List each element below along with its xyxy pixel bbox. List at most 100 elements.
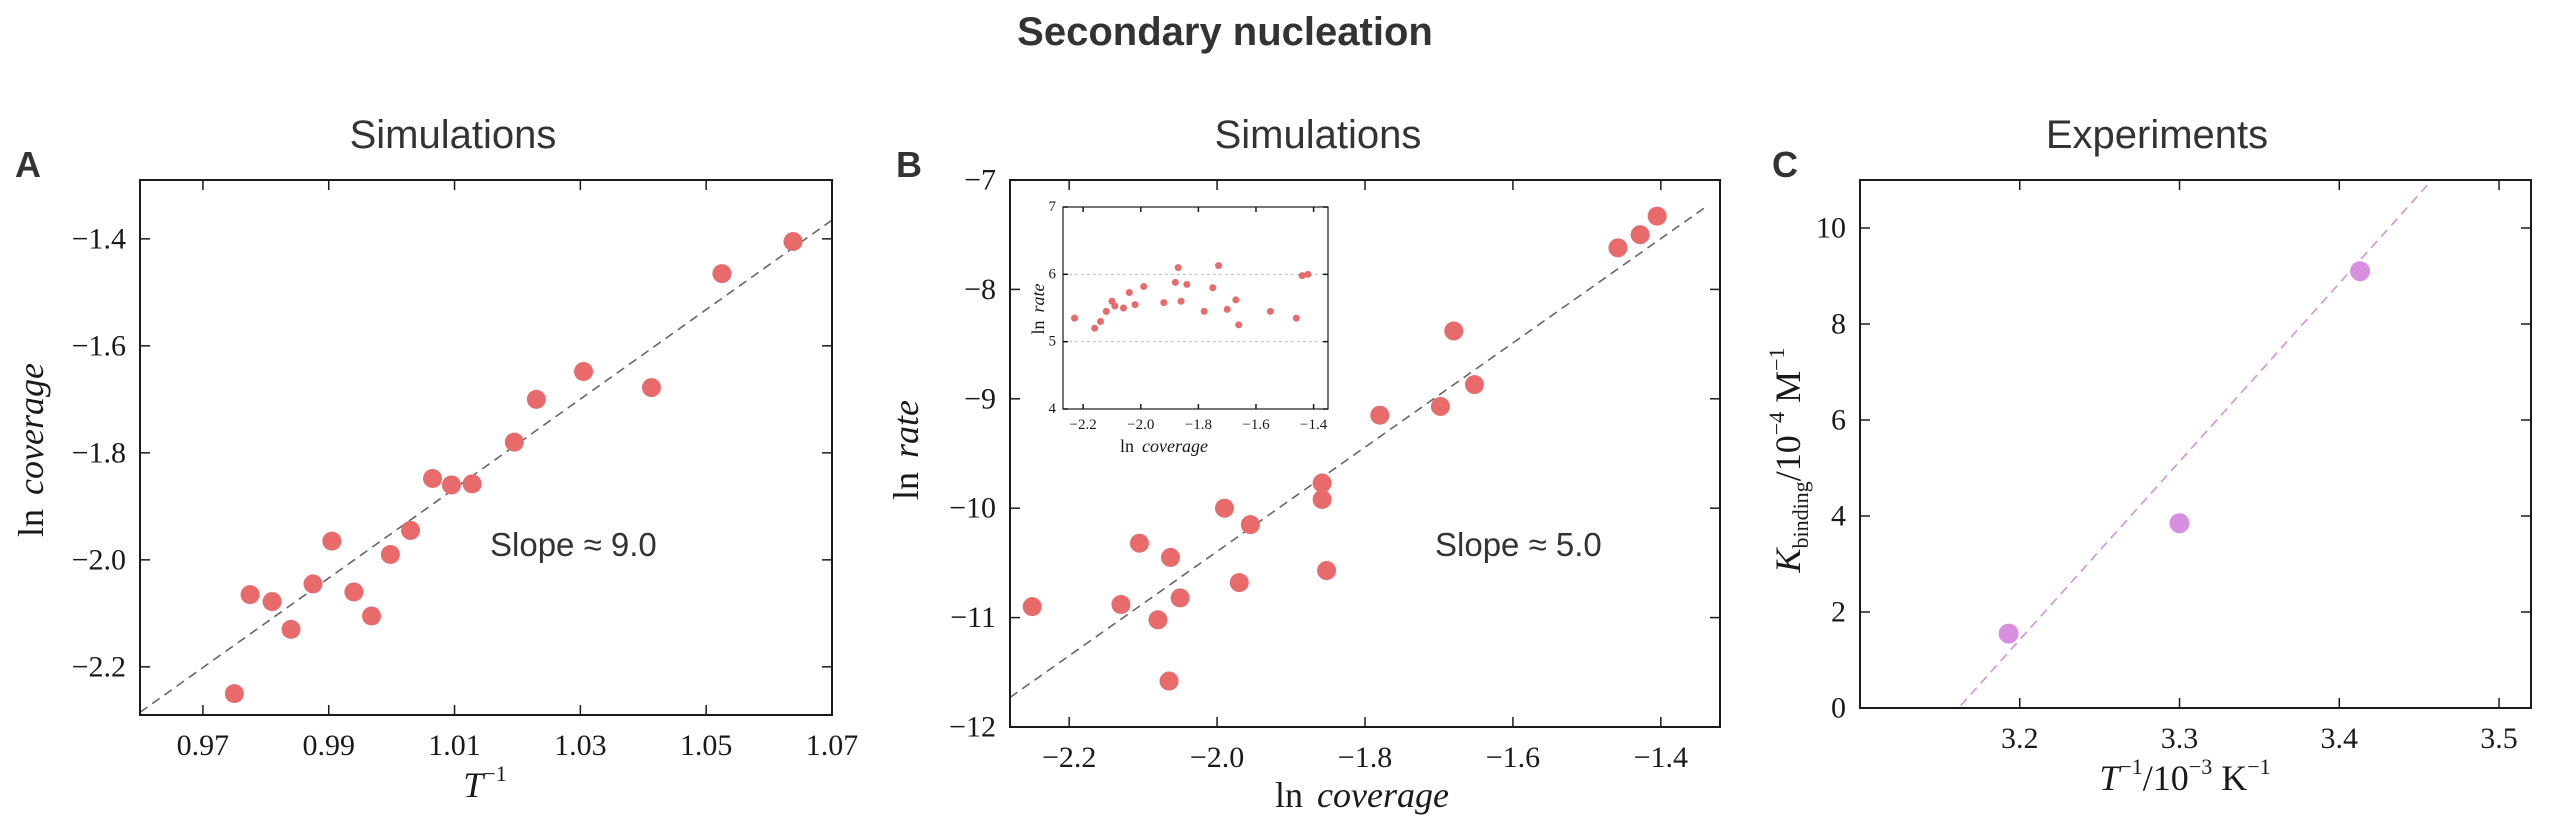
panel-a: A Simulations Slope ≈ 9.0 T−1 ln coverage… (11, 113, 858, 805)
panel-binset-data-point (1125, 289, 1133, 297)
panel-c-y-tick-label: 0 (1831, 692, 1846, 725)
panel-b-x-tick-label: −2.2 (1042, 741, 1096, 774)
panel-b-y-tick-label: −9 (964, 382, 996, 415)
panel-a-y-label: ln coverage (11, 363, 51, 537)
panel-b-data-point (1129, 533, 1149, 553)
panel-c-y-label-unit: M (1768, 371, 1808, 412)
panel-b-data-point (1229, 573, 1249, 593)
panel-binset-data-point (1223, 305, 1231, 313)
panel-c-y-label: Kbinding/10−4 M−1 (1764, 347, 1813, 573)
panel-label-c: C (1772, 144, 1798, 185)
panel-b-data-point (1170, 588, 1190, 608)
panel-a-data-point (783, 232, 803, 252)
panel-c-axes-frame (1859, 179, 2532, 709)
panel-binset-data-point (1174, 264, 1182, 272)
panel-c-x-label-sup: −1 (2119, 754, 2142, 779)
panel-binset-x-tick-label: −2.2 (1070, 417, 1097, 433)
panel-c-data-point (2169, 513, 2190, 534)
panel-b-data-point (1444, 321, 1464, 341)
panel-a-y-label-pre: ln (11, 509, 51, 537)
panel-binset-x-tick-label: −1.8 (1185, 417, 1212, 433)
panel-binset-data-point (1298, 272, 1306, 280)
panel-c-x-tick-label: 3.5 (2480, 722, 2518, 755)
figure-title: Secondary nucleation (1017, 10, 1433, 54)
panel-binset-data-point (1131, 301, 1139, 309)
panel-b-data-point (1111, 594, 1131, 614)
panel-binset-data-point (1096, 317, 1104, 325)
panel-label-b: B (896, 144, 922, 185)
panel-binset-data-point (1091, 324, 1099, 332)
panel-c-x-label: T−1/10−3 K−1 (2099, 754, 2270, 798)
panel-a-x-tick-label: 0.97 (177, 729, 230, 762)
panel-b-y-tick-label: −8 (964, 273, 996, 306)
panel-a-x-tick-label: 0.99 (302, 729, 355, 762)
panel-b-x-tick-label: −2.0 (1190, 741, 1244, 774)
panel-c-y-label-sup2: −1 (1764, 347, 1789, 370)
panel-b-title: Simulations (1215, 113, 1422, 157)
panel-b-inset-x-label: ln coverage (1120, 436, 1208, 456)
panel-a-data-point (262, 592, 282, 612)
panel-b-data-point (1630, 225, 1650, 245)
panel-c-y-tick-label: 2 (1831, 596, 1846, 629)
panel-binset-data-point (1102, 307, 1110, 315)
panel-b-x-label-var: coverage (1317, 775, 1449, 815)
panel-c-y-tick-label: 10 (1816, 212, 1846, 245)
panel-a-x-tick-label: 1.07 (806, 729, 859, 762)
panel-binset-data-point (1071, 314, 1079, 322)
panel-b-data-point (1159, 671, 1179, 691)
panel-binset-y-tick-label: 4 (1049, 401, 1057, 417)
panel-b-data-point (1148, 610, 1168, 630)
panel-a-data-point (462, 474, 482, 494)
panel-b-y-label: ln rate (886, 400, 926, 500)
panel-a-y-tick-label: −1.4 (72, 222, 126, 255)
panel-b-inset-y-label-var: rate (1028, 283, 1048, 312)
panel-b-fit-line (1010, 206, 1706, 699)
panel-a-data-point (380, 545, 400, 564)
panel-a-data-point (240, 585, 260, 605)
panel-c-data-point (1998, 623, 2019, 644)
panel-binset-data-point (1119, 304, 1127, 312)
panel-c-y-label-sup: −4 (1764, 412, 1789, 435)
panel-binset-data-point (1304, 270, 1312, 278)
panel-a-data-point (224, 684, 244, 704)
panel-a-y-tick-label: −1.6 (72, 329, 126, 362)
panel-binset-y-tick-label: 5 (1049, 334, 1057, 350)
panel-a-data-point (401, 520, 421, 540)
panel-c: C Experiments T−1/10−3 K−1 Kbinding/10−4… (1764, 113, 2532, 798)
panel-binset-data-point (1292, 314, 1300, 322)
panel-b-data-point (1370, 405, 1390, 425)
panel-a-axes-frame (139, 179, 833, 716)
panel-b-slope-annotation: Slope ≈ 5.0 (1435, 526, 1602, 563)
panel-b-inset-y-label-pre: ln (1028, 320, 1048, 334)
panel-c-y-label-sub: binding (1788, 481, 1813, 548)
panel-binset-data-point (1183, 280, 1191, 288)
panel-a-data-point (281, 619, 301, 639)
panel-a-x-label-sup: −1 (483, 761, 506, 786)
panel-c-y-tick-label: 8 (1831, 308, 1846, 341)
panel-b-y-tick-label: −10 (949, 492, 996, 525)
panel-c-x-tick-label: 3.2 (2001, 722, 2039, 755)
panel-binset-x-tick-label: −1.4 (1300, 417, 1328, 433)
panel-a-data-point (441, 475, 461, 495)
panel-binset-data-point (1209, 284, 1217, 292)
panel-a-x-label-var: T (463, 765, 486, 805)
panel-b-x-tick-label: −1.6 (1486, 741, 1540, 774)
panel-binset-y-tick-label: 7 (1049, 199, 1057, 215)
panel-b-x-tick-label: −1.8 (1338, 741, 1392, 774)
panel-a-x-tick-label: 1.05 (680, 729, 733, 762)
panel-c-x-label-var: T (2099, 758, 2122, 798)
panel-binset-data-point (1177, 297, 1185, 305)
panel-b-inset-x-label-var: coverage (1142, 436, 1208, 456)
panel-b-y-tick-label: −11 (950, 601, 996, 634)
panel-b-inset-background (1063, 207, 1328, 409)
panel-b-data-point (1240, 515, 1260, 535)
panel-c-x-label-sup2: −3 (2189, 754, 2212, 779)
panel-c-x-tick-label: 3.3 (2161, 722, 2199, 755)
panel-a-data-point (303, 574, 323, 594)
panel-binset-data-point (1111, 302, 1119, 310)
panel-a-data-point (574, 362, 594, 382)
panel-b-inset-y-label: ln rate (1028, 283, 1048, 334)
panel-a-y-tick-label: −2.2 (72, 650, 126, 683)
panel-b-x-tick-label: −1.4 (1634, 741, 1688, 774)
